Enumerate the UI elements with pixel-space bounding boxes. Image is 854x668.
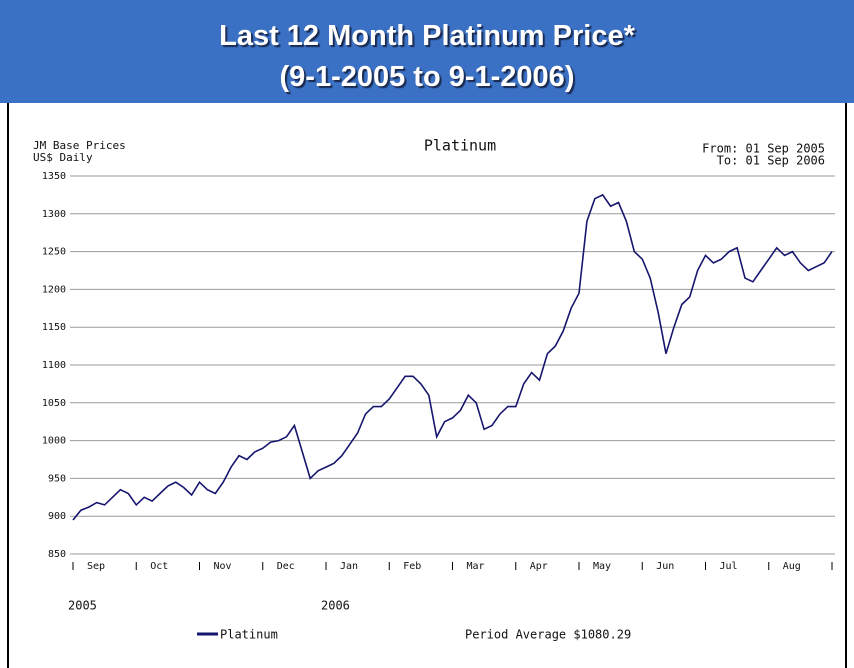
x-tick-label: Jun <box>656 561 674 572</box>
x-tick-label: Dec <box>277 561 295 572</box>
y-tick-label: 1150 <box>42 322 66 333</box>
title: (9-1-2005 to 9-1-2006) <box>279 61 575 93</box>
legend-label: Platinum <box>220 628 278 642</box>
subtitle: JM Base Prices <box>33 139 126 152</box>
x-tick-label: Nov <box>214 561 232 572</box>
x-tick-label: Sep <box>87 561 105 572</box>
y-tick-label: 900 <box>48 511 66 522</box>
title: Last 12 Month Platinum Price* <box>219 20 635 52</box>
x-tick-label: Jul <box>720 561 738 572</box>
subtitle: US$ Daily <box>33 151 93 164</box>
x-tick-label: Apr <box>530 561 548 572</box>
y-tick-label: 1300 <box>42 209 66 220</box>
x-tick-label: Jan <box>340 561 358 572</box>
x-tick-label: Aug <box>783 561 801 572</box>
x-tick-label: Oct <box>150 561 168 572</box>
year-label: 2005 <box>68 599 97 613</box>
date-range: From: 01 Sep 2005 <box>702 142 825 156</box>
y-tick-label: 1050 <box>42 398 66 409</box>
y-tick-label: 1100 <box>42 360 66 371</box>
y-tick-label: 850 <box>48 549 66 560</box>
annotation: Period Average $1080.29 <box>465 628 631 642</box>
y-tick-label: 1350 <box>42 171 66 182</box>
date-range: To: 01 Sep 2006 <box>717 154 825 168</box>
y-tick-label: 1200 <box>42 284 66 295</box>
year-label: 2006 <box>321 599 350 613</box>
price-line <box>72 193 833 521</box>
chart-title: Platinum <box>424 137 496 155</box>
x-tick-label: Mar <box>467 561 485 572</box>
header: Last 12 Month Platinum Price* (9-1-2005 … <box>0 0 854 103</box>
x-tick-label: May <box>593 561 611 572</box>
x-tick-label: Feb <box>403 561 421 572</box>
y-tick-label: 1000 <box>42 436 66 447</box>
y-tick-label: 1250 <box>42 247 66 258</box>
y-tick-label: 950 <box>48 473 66 484</box>
